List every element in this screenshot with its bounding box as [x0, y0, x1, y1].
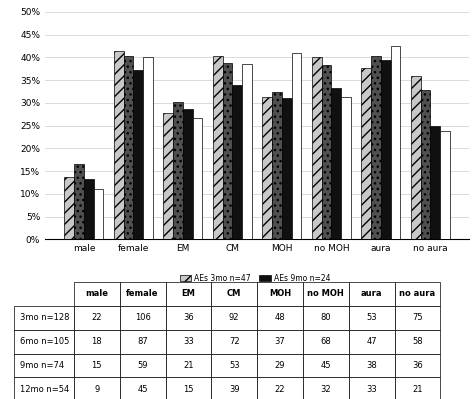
Bar [173, 102, 183, 239]
Bar [124, 56, 133, 239]
Bar [114, 51, 124, 239]
Bar [292, 53, 301, 239]
Bar [143, 57, 153, 239]
Bar [64, 178, 74, 239]
Bar [391, 46, 401, 239]
Bar [223, 63, 232, 239]
Bar [341, 97, 351, 239]
Bar [232, 85, 242, 239]
Bar [74, 164, 84, 239]
Bar [381, 60, 391, 239]
Bar [282, 98, 292, 239]
Bar [133, 70, 143, 239]
Bar [312, 57, 322, 239]
Legend: AEs 3mo n=47, AEs 6 mo n=38, AEs 9mo n=24, AEs 12mo n=19: AEs 3mo n=47, AEs 6 mo n=38, AEs 9mo n=2… [176, 271, 338, 298]
Bar [213, 57, 223, 239]
Bar [331, 88, 341, 239]
Bar [164, 113, 173, 239]
Bar [440, 131, 450, 239]
Bar [371, 55, 381, 239]
Bar [420, 91, 430, 239]
Bar [242, 65, 252, 239]
Bar [94, 189, 103, 239]
Bar [272, 92, 282, 239]
Bar [430, 126, 440, 239]
Bar [411, 76, 420, 239]
Bar [84, 179, 94, 239]
Bar [192, 118, 202, 239]
Bar [361, 68, 371, 239]
Bar [262, 97, 272, 239]
Bar [322, 65, 331, 239]
Bar [183, 109, 192, 239]
